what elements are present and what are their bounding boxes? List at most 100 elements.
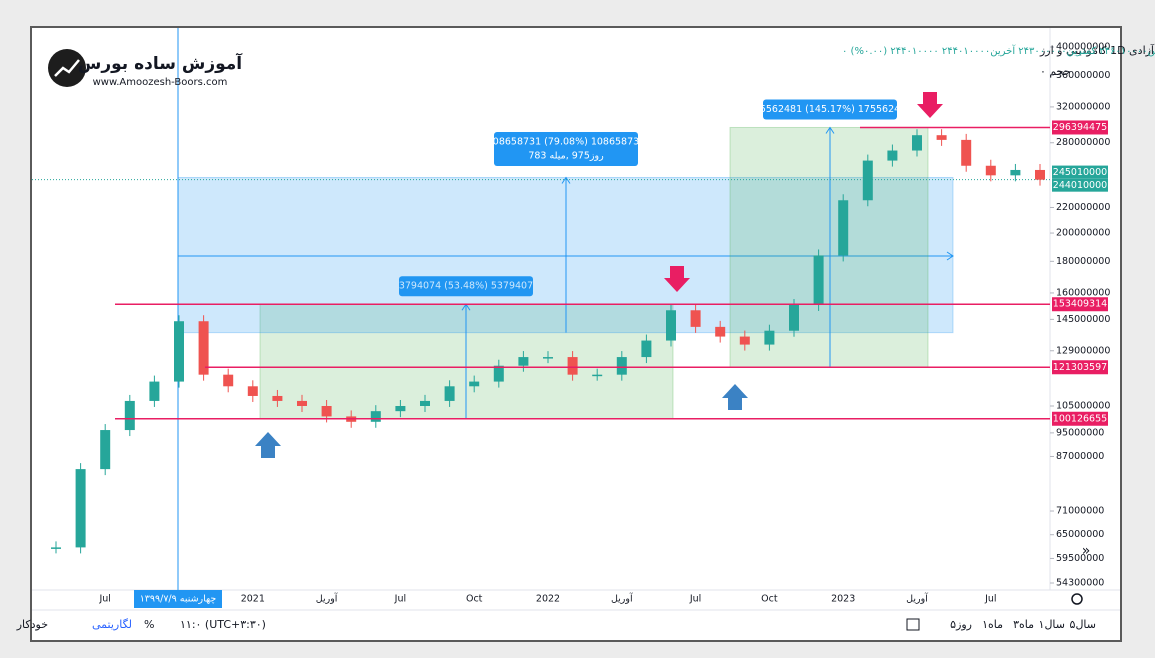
candle: [1035, 169, 1045, 180]
x-tick-label: Jul: [689, 594, 701, 605]
candle: [641, 340, 652, 358]
candle: [321, 405, 332, 417]
date-range-icon[interactable]: [906, 618, 920, 631]
x-tick-label: Jul: [98, 594, 110, 605]
y-tick-label: 87000000: [1056, 451, 1104, 462]
up-arrow: [722, 384, 748, 410]
logo-url: www.Amoozesh-Boors.com: [93, 77, 228, 88]
candle: [985, 165, 996, 176]
level-label: 296394475: [1053, 122, 1107, 133]
x-tick-label: 2021: [241, 594, 265, 605]
auto-toggle[interactable]: خودکار: [16, 618, 48, 631]
x-tick-label: Oct: [466, 594, 483, 605]
y-tick-label: 400000000: [1056, 42, 1110, 53]
crosshair-time-label: چهارشنبه ۱۳۹۹/۷/۹: [140, 594, 217, 605]
logo-icon: [48, 49, 86, 87]
range-button[interactable]: ۵سال: [1070, 618, 1096, 631]
candle: [592, 374, 603, 377]
y-tick-label: 160000000: [1056, 287, 1110, 298]
y-tick-label: 105000000: [1056, 400, 1110, 411]
candle: [1010, 169, 1021, 176]
crosshair-time-bg: [134, 590, 222, 608]
candle: [862, 160, 873, 201]
candle: [616, 357, 627, 375]
level-tag: [1052, 411, 1108, 426]
x-tick-label: Oct: [761, 594, 778, 605]
y-tick-label: 320000000: [1056, 101, 1110, 112]
candle: [493, 365, 504, 382]
range-button[interactable]: ۱ماه: [982, 618, 1003, 631]
y-tick-label: 360000000: [1056, 70, 1110, 81]
measure-box: [729, 126, 929, 368]
candle: [961, 139, 972, 166]
plot: 400000000 360000000 320000000 280000000 2200…: [32, 28, 1110, 608]
candle: [149, 381, 160, 401]
volume: حجم ۰: [1040, 65, 1071, 78]
candle: [887, 150, 898, 161]
level-label: 100126655: [1053, 413, 1107, 424]
last-price-label: 245010000: [1053, 167, 1107, 178]
candle: [198, 321, 209, 375]
candle: [469, 381, 480, 387]
candle: [789, 304, 799, 331]
candle: [100, 430, 111, 470]
candle: [444, 386, 455, 401]
range-button[interactable]: ۱سال: [1039, 618, 1065, 631]
candle: [297, 400, 307, 406]
x-tick-label: Jul: [984, 594, 996, 605]
measure-arrowhead: [946, 251, 954, 261]
y-tick-label: 59500000: [1056, 553, 1104, 564]
range-button[interactable]: ۵روز: [950, 618, 972, 631]
y-tick-label: 280000000: [1056, 137, 1110, 148]
range-button[interactable]: ۳ماه: [1013, 618, 1034, 631]
y-tick-label: 95000000: [1056, 427, 1104, 438]
candle: [51, 547, 61, 549]
measure-arrowhead: [561, 176, 571, 184]
candle: [247, 386, 258, 396]
x-tick-label: 2023: [831, 594, 855, 605]
candle: [370, 411, 381, 422]
ohlc-values: اولین۲۴۴۰۱۰۰۰۰ بیشترین۲۴۶۰۱۰۰۰۰ کمترین۲۴…: [842, 44, 1155, 57]
timezone[interactable]: ۱۱:۰ (UTC+۳:۳۰): [180, 618, 266, 631]
x-tick-label: آوریل: [316, 592, 338, 605]
measure-label: 108658731 (79.08%) 108658731: [487, 137, 645, 148]
last-price-tag: [1052, 165, 1108, 179]
last-price-label: 244010000: [1053, 180, 1107, 191]
settings-icon[interactable]: [1071, 593, 1083, 605]
logo-icon-chart: [54, 59, 80, 77]
x-tick-label: 2022: [536, 594, 560, 605]
candle: [666, 310, 676, 341]
logo-name: آموزش ساده بورس: [78, 52, 243, 74]
log-toggle[interactable]: لگاریتمی: [92, 618, 132, 631]
measure-label: 175562481 (145.17%) 175562481: [748, 104, 913, 115]
y-tick-label: 145000000: [1056, 314, 1110, 325]
candle: [543, 357, 553, 359]
candle: [124, 400, 135, 431]
level-label: 121303597: [1053, 362, 1107, 373]
level-label: 153409314: [1053, 299, 1107, 310]
candle: [223, 374, 234, 387]
x-tick-label: آوریل: [611, 592, 633, 605]
candle: [174, 321, 184, 382]
chart-panel: [30, 26, 1122, 642]
measure-label-bg: [399, 276, 533, 297]
candle: [395, 405, 406, 412]
measure-label: 53794074 (53.48%) 53794074: [393, 281, 539, 292]
y-tick-label: 54300000: [1056, 577, 1104, 588]
candle: [936, 135, 947, 140]
symbol-title: سکه بهار آزادی 1D کامودیتی و ارز: [1039, 43, 1155, 57]
candle: [690, 310, 701, 327]
level-tag: [1052, 120, 1108, 135]
candle: [715, 326, 726, 337]
x-tick-label: آوریل: [906, 592, 928, 605]
scroll-icon[interactable]: »: [1082, 543, 1091, 559]
candle: [813, 255, 824, 305]
y-tick-label: 65000000: [1056, 529, 1104, 540]
candle: [838, 200, 849, 256]
level-tag: [1052, 297, 1108, 312]
candle: [420, 400, 430, 406]
percent-toggle[interactable]: %: [144, 618, 154, 631]
candle: [75, 469, 86, 548]
